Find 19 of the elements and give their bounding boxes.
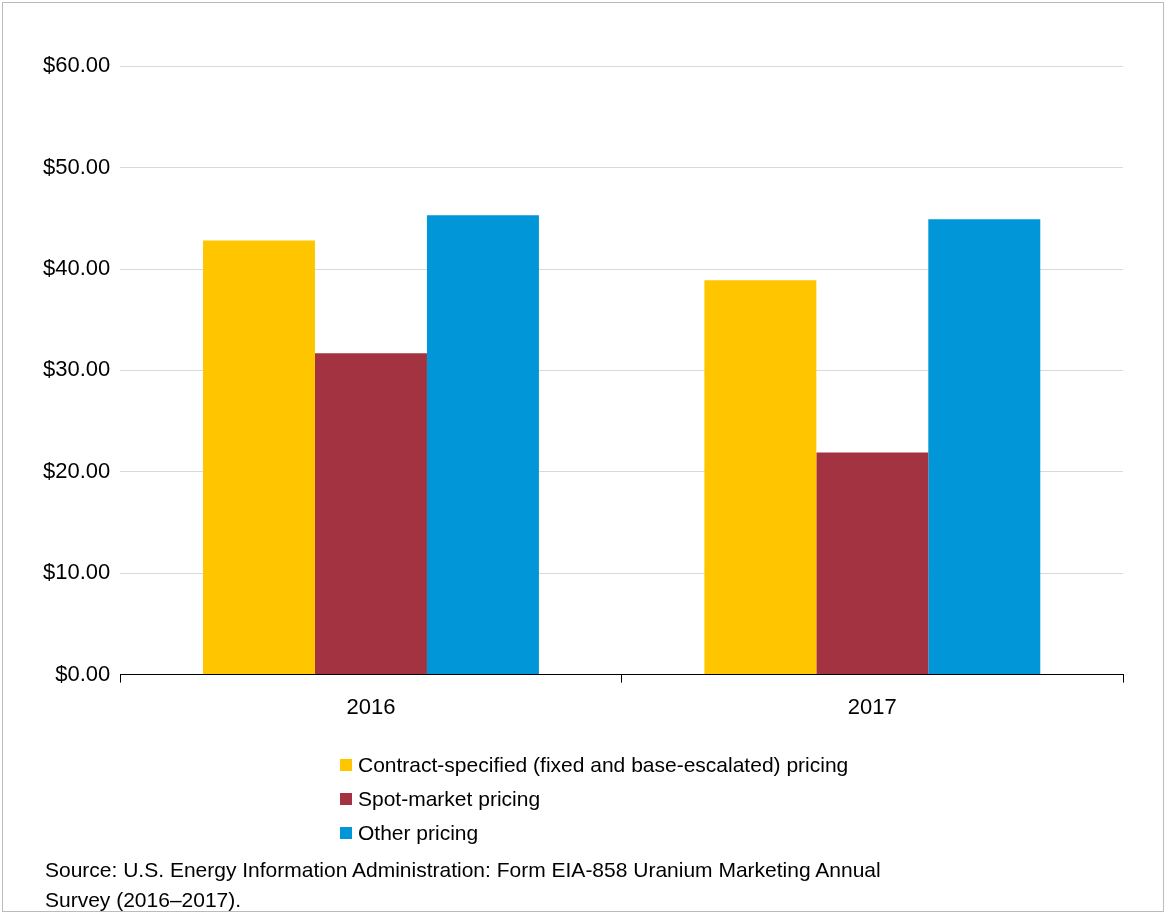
source-note: Source: U.S. Energy Information Administration: Form EIA-858 Uranium Marketing Annual Survey (2016–2017). <box>45 857 882 913</box>
bar <box>203 240 315 675</box>
y-tick-label: $60.00 <box>42 52 111 78</box>
bar <box>426 215 539 675</box>
bar <box>704 280 817 675</box>
legend-label: Contract-specified (fixed and base-escalated) pricing <box>358 753 849 777</box>
y-tick-label: $40.00 <box>42 255 111 281</box>
bar <box>314 353 427 675</box>
bar <box>816 452 929 675</box>
y-tick-label: $0.00 <box>55 660 111 686</box>
y-tick-label: $50.00 <box>42 153 111 179</box>
legend-label: Spot-market pricing <box>358 787 541 811</box>
bar <box>928 219 1041 675</box>
y-tick-label: $20.00 <box>42 457 111 483</box>
y-tick-label: $10.00 <box>42 559 111 585</box>
x-tick-label: 2017 <box>847 693 897 719</box>
x-tick-label: 2016 <box>346 693 396 719</box>
legend-label: Other pricing <box>358 821 479 845</box>
y-tick-label: $30.00 <box>42 356 111 382</box>
